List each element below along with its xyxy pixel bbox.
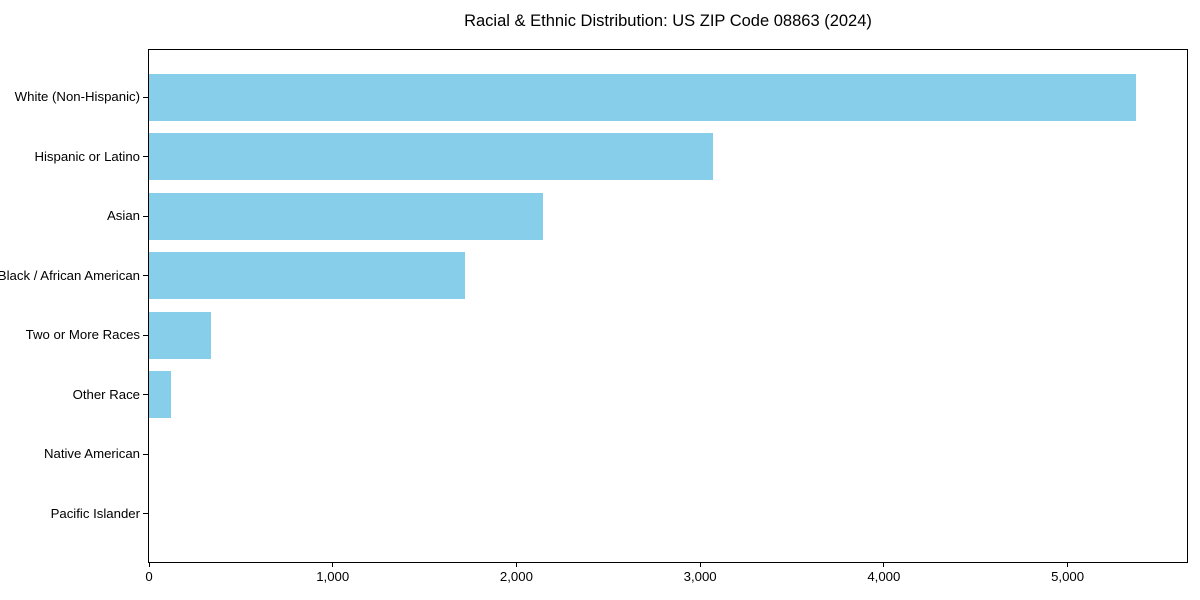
x-tick-mark [515,562,517,567]
plot-area [148,49,1188,563]
x-tick-mark [699,562,701,567]
y-tick-mark [143,453,148,455]
x-tick-label-0: 0 [145,569,153,584]
y-tick-mark [143,215,148,217]
y-axis-label-pacific-islander: Pacific Islander [50,505,140,521]
x-tick-label-5000: 5,000 [1051,569,1085,584]
y-axis-label-two-or-more-races: Two or More Races [25,327,140,342]
x-tick-label-4000: 4,000 [867,569,901,584]
y-tick-mark [143,513,148,514]
y-axis-label-white-non-hispanic: White (Non-Hispanic) [14,89,140,104]
y-tick-mark [143,334,148,336]
x-tick-label-1000: 1,000 [316,569,350,584]
y-axis-label-other-race: Other Race [72,386,140,402]
y-tick-mark [143,275,148,276]
x-tick-mark [883,562,885,567]
y-tick-mark [143,96,148,98]
bar-other-race [149,371,172,418]
y-axis-label-asian: Asian [107,208,140,223]
x-tick-mark [148,562,150,567]
x-tick-label-3000: 3,000 [683,569,717,584]
y-axis-label-black-african-american: Black / African American [0,267,140,283]
y-axis-label-native-american: Native American [43,446,140,461]
y-axis-label-hispanic-or-latino: Hispanic or Latino [34,148,140,164]
bar-white-non-hispanic [149,73,1136,121]
x-tick-label-2000: 2,000 [499,569,533,584]
chart-title: Racial & Ethnic Distribution: US ZIP Cod… [464,12,872,30]
y-tick-mark [143,394,148,395]
bar-two-or-more-races [149,311,211,359]
bar-black-african-american [149,252,465,299]
x-tick-mark [1067,562,1069,567]
bar-asian [149,192,544,240]
x-tick-mark [332,562,334,567]
y-tick-mark [143,156,148,157]
bar-hispanic-or-latino [149,133,713,180]
